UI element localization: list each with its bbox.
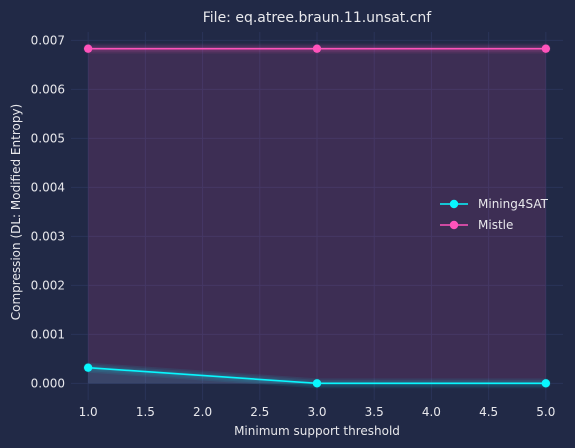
legend-label: Mining4SAT (478, 197, 549, 211)
y-tick-label: 0.000 (31, 376, 65, 390)
data-point-mistle (541, 44, 551, 53)
y-tick-label: 0.002 (31, 278, 65, 292)
chart-title: File: eq.atree.braun.11.unsat.cnf (203, 10, 433, 26)
tick-labels: 1.0 1.5 2.0 2.5 3.0 3.5 4.0 4.5 5.0 0.000 0.001 0.0… (31, 33, 556, 419)
legend: Mining4SAT Mistle (440, 197, 549, 232)
x-tick-label: 2.0 (193, 405, 212, 419)
y-tick-label: 0.003 (31, 229, 65, 243)
x-tick-label: 4.0 (422, 405, 441, 419)
x-tick-label: 1.5 (136, 405, 155, 419)
y-tick-label: 0.005 (31, 131, 65, 145)
legend-marker-mining4sat (449, 199, 459, 209)
y-tick-label: 0.001 (31, 327, 65, 341)
data-point-mining4sat (312, 379, 322, 388)
area-fill-mining4sat (88, 367, 546, 384)
legend-label: Mistle (478, 218, 513, 232)
x-tick-label: 1.0 (79, 405, 98, 419)
data-point-mistle (83, 44, 93, 53)
x-tick-label: 2.5 (250, 405, 269, 419)
data-points (83, 44, 551, 388)
data-point-mining4sat (541, 379, 551, 388)
y-tick-label: 0.004 (31, 180, 65, 194)
legend-marker-mistle (449, 220, 459, 230)
x-tick-label: 5.0 (536, 405, 555, 419)
x-tick-label: 3.5 (365, 405, 384, 419)
y-axis-label: Compression (DL: Modified Entropy) (9, 104, 23, 320)
x-tick-label: 3.0 (307, 405, 326, 419)
area-fills (88, 48, 546, 384)
x-axis-label: Minimum support threshold (234, 424, 400, 438)
data-point-mining4sat (83, 363, 93, 372)
y-tick-label: 0.006 (31, 82, 65, 96)
x-tick-label: 4.5 (479, 405, 498, 419)
data-point-mistle (312, 44, 322, 53)
y-tick-label: 0.007 (31, 33, 65, 47)
area-fill-mistle (88, 48, 546, 384)
